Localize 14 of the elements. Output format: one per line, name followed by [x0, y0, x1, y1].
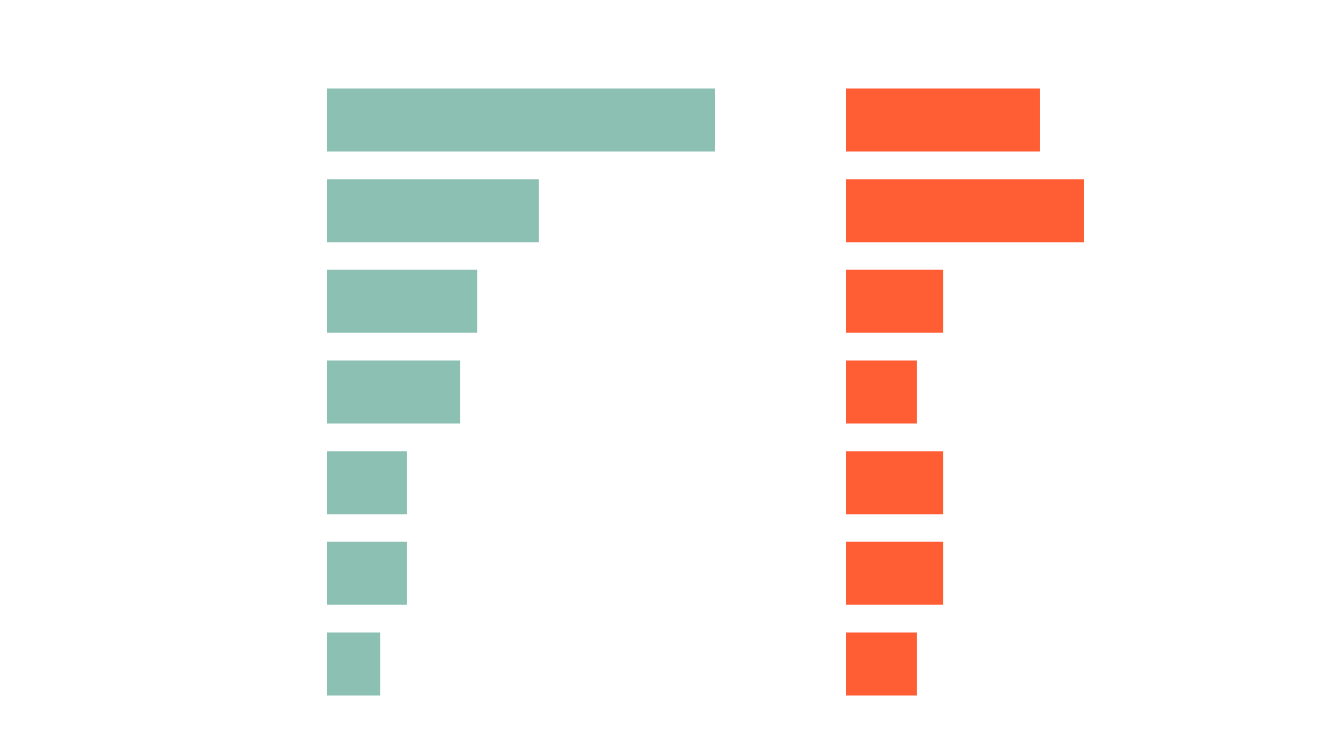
- bar: [846, 541, 944, 605]
- bar: [327, 269, 478, 333]
- bar: [327, 451, 407, 515]
- bar: [327, 88, 716, 152]
- bar: [327, 179, 539, 243]
- bar: [327, 541, 407, 605]
- bar: [846, 88, 1040, 152]
- bar: [846, 451, 944, 515]
- bar: [846, 632, 917, 696]
- bar: [846, 269, 944, 333]
- bar: [846, 360, 917, 424]
- bar: [846, 179, 1085, 243]
- bar: [327, 632, 381, 696]
- bar: [327, 360, 461, 424]
